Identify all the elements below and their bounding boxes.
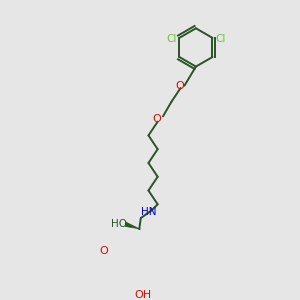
Text: HN: HN [141, 207, 156, 217]
Text: OH: OH [135, 290, 152, 300]
Text: O: O [100, 246, 109, 256]
Text: Cl: Cl [167, 34, 177, 44]
Text: HO: HO [111, 219, 127, 229]
Polygon shape [125, 222, 139, 229]
Text: O: O [152, 114, 161, 124]
Text: Cl: Cl [215, 34, 225, 44]
Text: O: O [176, 81, 184, 91]
